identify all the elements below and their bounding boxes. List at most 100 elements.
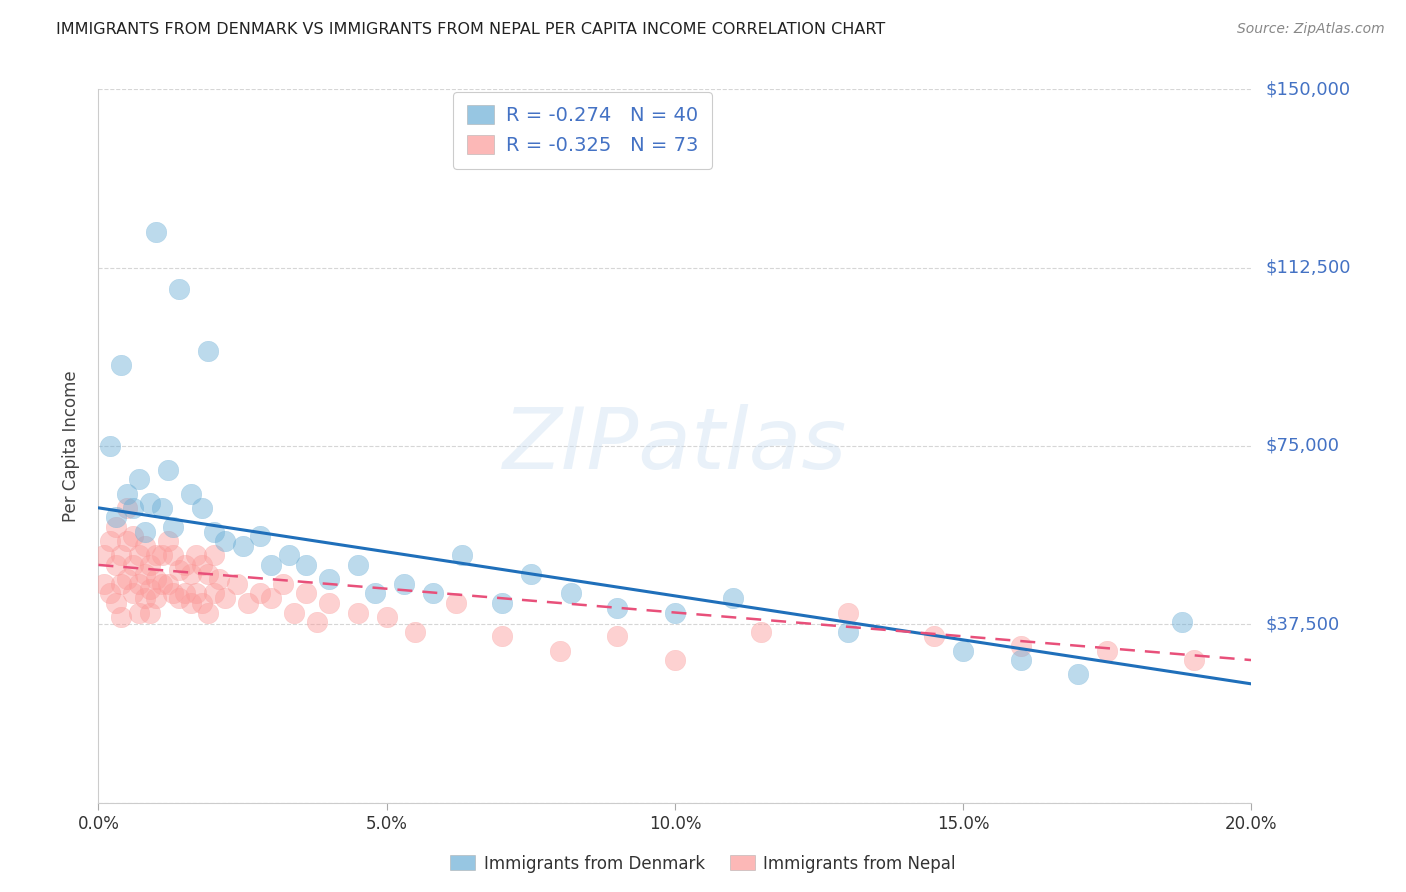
Text: $75,000: $75,000 — [1265, 437, 1340, 455]
Point — [145, 572, 167, 586]
Point — [231, 539, 254, 553]
Point — [162, 549, 184, 563]
Point — [277, 549, 299, 563]
Point — [110, 358, 132, 372]
Point — [128, 577, 150, 591]
Point — [751, 624, 773, 639]
Point — [1097, 643, 1119, 657]
Point — [318, 572, 340, 586]
Point — [191, 596, 214, 610]
Point — [110, 610, 132, 624]
Point — [606, 600, 628, 615]
Point — [104, 558, 127, 572]
Point — [664, 606, 686, 620]
Point — [197, 606, 219, 620]
Point — [202, 524, 225, 539]
Point — [491, 596, 513, 610]
Point — [249, 586, 271, 600]
Point — [139, 496, 162, 510]
Point — [606, 629, 628, 643]
Point — [364, 586, 387, 600]
Point — [128, 472, 150, 486]
Point — [174, 558, 197, 572]
Point — [98, 439, 121, 453]
Point — [318, 596, 340, 610]
Point — [117, 486, 138, 500]
Point — [197, 343, 219, 358]
Point — [104, 510, 127, 524]
Point — [520, 567, 543, 582]
Point — [145, 591, 167, 606]
Point — [104, 520, 127, 534]
Point — [156, 534, 179, 549]
Point — [122, 558, 145, 572]
Point — [837, 624, 859, 639]
Point — [167, 563, 190, 577]
Point — [117, 500, 138, 515]
Point — [1171, 615, 1194, 629]
Point — [150, 549, 173, 563]
Legend: R = -0.274   N = 40, R = -0.325   N = 73: R = -0.274 N = 40, R = -0.325 N = 73 — [453, 92, 711, 169]
Point — [197, 567, 219, 582]
Point — [1010, 653, 1032, 667]
Point — [225, 577, 247, 591]
Text: ZIPatlas: ZIPatlas — [503, 404, 846, 488]
Point — [191, 500, 214, 515]
Point — [145, 225, 167, 239]
Point — [214, 534, 236, 549]
Point — [139, 582, 162, 596]
Point — [186, 586, 208, 600]
Point — [375, 610, 398, 624]
Point — [104, 596, 127, 610]
Point — [93, 549, 115, 563]
Point — [167, 282, 190, 296]
Point — [491, 629, 513, 643]
Point — [180, 486, 202, 500]
Point — [346, 606, 368, 620]
Point — [837, 606, 859, 620]
Point — [271, 577, 294, 591]
Point — [260, 558, 283, 572]
Point — [98, 534, 121, 549]
Point — [922, 629, 945, 643]
Point — [191, 558, 214, 572]
Point — [295, 558, 318, 572]
Point — [450, 549, 472, 563]
Point — [664, 653, 686, 667]
Point — [110, 577, 132, 591]
Point — [117, 534, 138, 549]
Point — [952, 643, 974, 657]
Point — [249, 529, 271, 543]
Point — [134, 539, 156, 553]
Point — [134, 524, 156, 539]
Point — [167, 591, 190, 606]
Point — [560, 586, 582, 600]
Point — [150, 577, 173, 591]
Point — [1182, 653, 1205, 667]
Point — [150, 500, 173, 515]
Point — [93, 577, 115, 591]
Point — [180, 567, 202, 582]
Point — [202, 549, 225, 563]
Point — [405, 624, 427, 639]
Point — [162, 520, 184, 534]
Point — [156, 463, 179, 477]
Point — [117, 572, 138, 586]
Point — [186, 549, 208, 563]
Point — [122, 586, 145, 600]
Point — [145, 549, 167, 563]
Point — [295, 586, 318, 600]
Point — [139, 606, 162, 620]
Point — [1010, 639, 1032, 653]
Legend: Immigrants from Denmark, Immigrants from Nepal: Immigrants from Denmark, Immigrants from… — [444, 848, 962, 880]
Point — [238, 596, 260, 610]
Point — [346, 558, 368, 572]
Text: $112,500: $112,500 — [1265, 259, 1351, 277]
Point — [444, 596, 467, 610]
Point — [122, 529, 145, 543]
Point — [214, 591, 236, 606]
Point — [392, 577, 415, 591]
Text: $150,000: $150,000 — [1265, 80, 1350, 98]
Point — [139, 558, 162, 572]
Point — [1067, 667, 1090, 681]
